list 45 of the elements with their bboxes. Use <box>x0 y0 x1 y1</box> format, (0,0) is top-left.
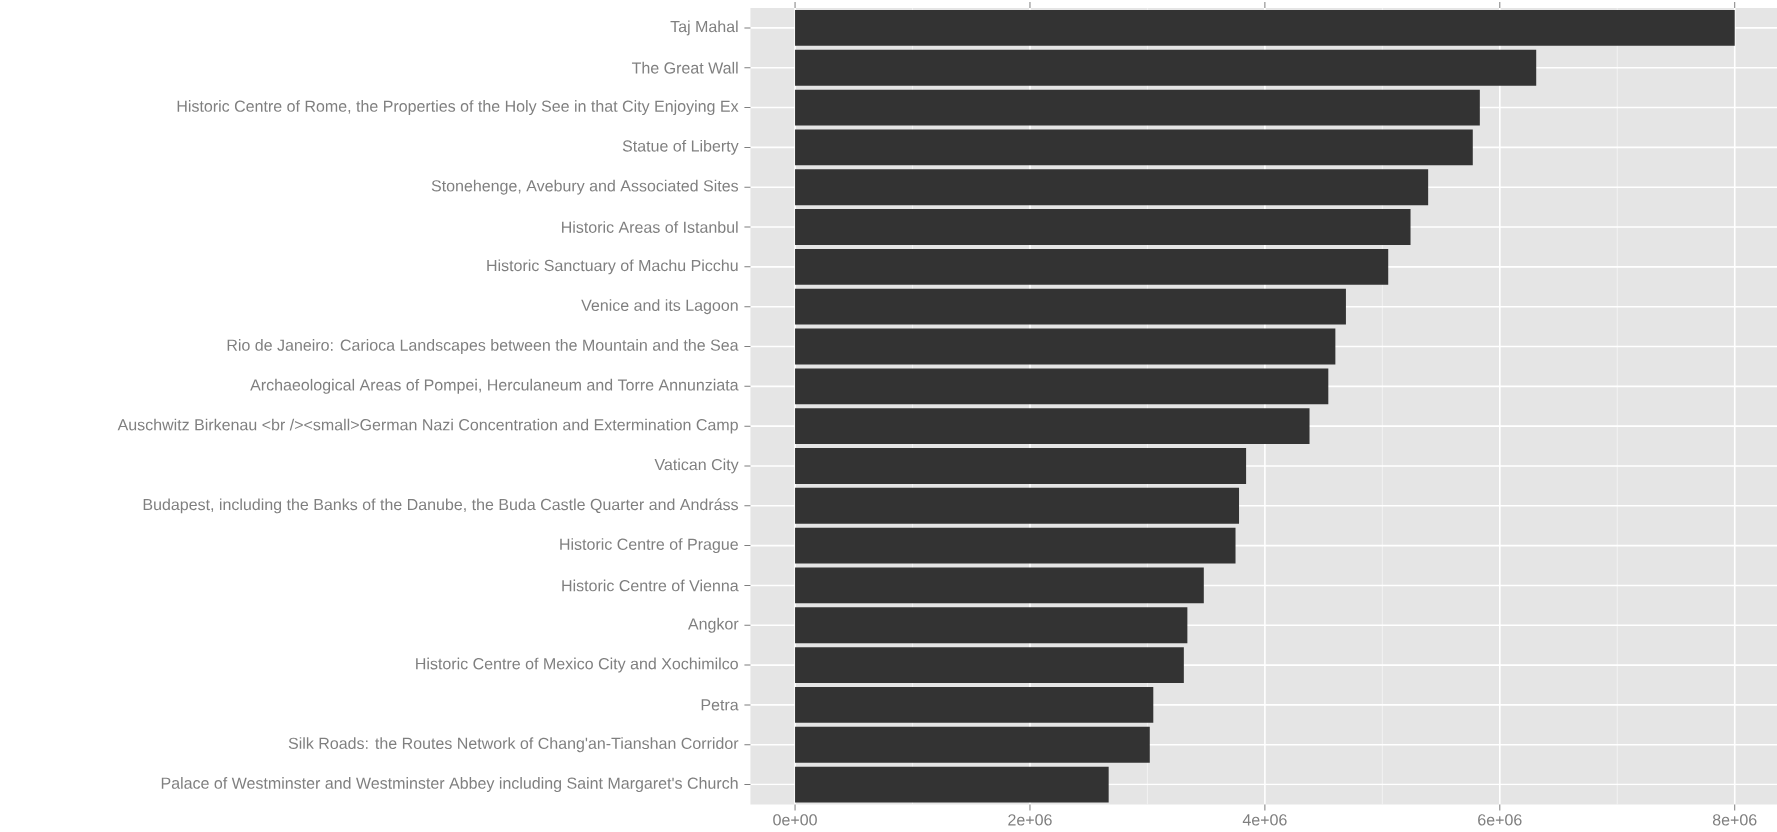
y-tick-label: Petra <box>701 699 739 711</box>
bar <box>795 567 1204 604</box>
bar <box>795 646 1184 683</box>
bar <box>795 686 1154 723</box>
bar <box>795 129 1473 166</box>
bar <box>795 288 1346 325</box>
bar <box>795 447 1247 484</box>
bar <box>795 726 1150 763</box>
y-tick-label: Angkor <box>687 617 739 633</box>
y-tick-label: Historic Centre of Prague <box>560 537 738 553</box>
x-tick-label: 8e+06 <box>1712 813 1757 826</box>
y-tick-label: Vatican City <box>654 458 739 474</box>
y-tick-label: Budapest, including the Banks of the Danube, the Buda Castle Quarter and Andráss <box>143 497 739 514</box>
bar <box>795 248 1389 285</box>
bar <box>795 328 1336 365</box>
bar <box>795 408 1310 444</box>
y-tick-label: Palace of Westminster and Westminster Abbey including Saint Margaret's Church <box>161 776 738 792</box>
y-tick-label: Historic Areas of Istanbul <box>562 220 738 233</box>
y-tick-label: Auschwitz Birkenau <br /><small>German Nazi Concentration and Extermination Camp <box>117 418 738 434</box>
x-tick-label: 6e+06 <box>1478 813 1522 826</box>
bar <box>795 49 1537 86</box>
y-tick-label: The Great Wall <box>631 61 738 74</box>
y-tick-label: Rio de Janeiro: Carioca Landscapes between the Mountain and the Sea <box>227 338 739 354</box>
x-tick-label: 0e+00 <box>773 813 817 826</box>
bar <box>795 527 1236 564</box>
y-tick-label: Taj Mahal <box>670 20 738 36</box>
bar <box>795 169 1429 205</box>
y-tick-label: Historic Centre of Vienna <box>562 579 739 592</box>
y-tick-label: Historic Centre of Rome, the Properties of the Holy See in that City Enjoying Ex <box>177 99 739 115</box>
y-tick-label: Historic Centre of Mexico City and Xochimilco <box>416 657 738 673</box>
y-tick-label: Statue of Liberty <box>622 139 739 155</box>
bar <box>795 9 1735 46</box>
y-tick-label: Venice and its Lagoon <box>581 298 738 314</box>
bar <box>795 89 1480 126</box>
y-tick-label: Silk Roads: the Routes Network of Chang'an-Tianshan Corridor <box>288 737 739 752</box>
bar <box>795 368 1329 405</box>
y-tick-label: Stonehenge, Avebury and Associated Sites <box>431 179 739 195</box>
bar <box>795 208 1411 245</box>
bar <box>795 766 1109 803</box>
x-tick-label: 2e+06 <box>1008 813 1052 826</box>
y-tick-label: Historic Sanctuary of Machu Picchu <box>487 259 738 275</box>
x-tick-label: 4e+06 <box>1242 813 1287 826</box>
bar <box>795 487 1240 524</box>
bar <box>795 607 1188 643</box>
y-tick-label: Archaeological Areas of Pompei, Herculaneum and Torre Annunziata <box>250 378 739 394</box>
